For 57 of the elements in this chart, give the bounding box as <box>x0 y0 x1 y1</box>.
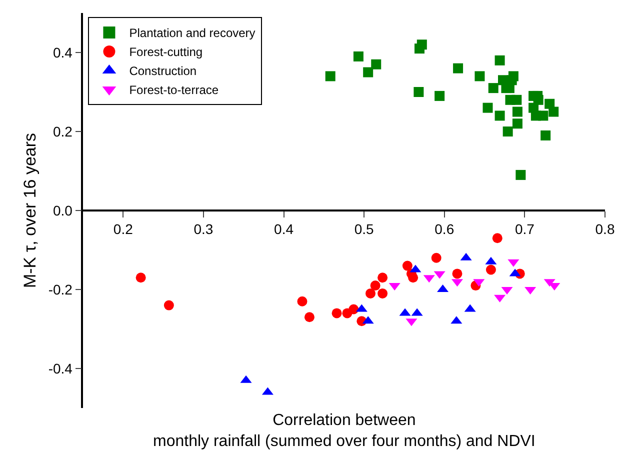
legend-label: Plantation and recovery <box>129 26 256 40</box>
x-tick-label: 0.5 <box>354 221 374 238</box>
x-axis-title: Correlation between monthly rainfall (summed over four months) and NDVI <box>153 412 536 450</box>
point <box>353 51 364 62</box>
point <box>488 83 498 94</box>
legend-label: Forest-to-terrace <box>129 83 219 98</box>
point <box>502 126 513 136</box>
point <box>408 272 418 283</box>
x-tick-label: 0.3 <box>194 221 214 238</box>
point <box>453 63 464 74</box>
point <box>414 87 424 97</box>
y-axis-title: M-K τ, over 16 years <box>20 132 40 288</box>
point <box>533 94 544 105</box>
point <box>482 102 493 113</box>
point <box>492 233 502 244</box>
point <box>378 272 388 283</box>
point <box>363 67 374 78</box>
point <box>378 288 388 298</box>
legend-label: Construction <box>129 64 197 78</box>
x-tick-label: 0.6 <box>434 221 454 238</box>
x-tick-label: 0.8 <box>595 221 615 238</box>
y-tick-label: -0.2 <box>48 281 73 298</box>
point <box>538 110 548 121</box>
x-tick-label: 0.4 <box>274 221 294 238</box>
point <box>516 170 526 180</box>
point <box>332 308 342 318</box>
point <box>348 304 359 314</box>
point <box>506 75 517 86</box>
y-tick-label: -0.4 <box>48 360 73 376</box>
point <box>431 252 442 263</box>
point <box>416 40 427 50</box>
y-tick-label: 0.0 <box>52 202 73 218</box>
legend-label: Forest-cutting <box>129 45 203 60</box>
point <box>540 130 551 140</box>
point <box>402 260 412 271</box>
point <box>136 272 146 283</box>
point <box>486 264 496 275</box>
point <box>371 59 382 70</box>
point <box>304 312 314 322</box>
point <box>366 288 376 298</box>
x-tick-label: 0.7 <box>514 221 535 238</box>
point <box>297 296 308 306</box>
point <box>452 268 462 279</box>
point <box>512 106 522 117</box>
point <box>512 118 522 129</box>
point <box>164 300 174 310</box>
point <box>494 110 505 121</box>
point <box>494 55 505 66</box>
point <box>548 106 559 117</box>
y-tick-label: 0.2 <box>52 123 73 140</box>
x-tick-label: 0.2 <box>113 221 134 238</box>
point <box>434 90 445 101</box>
y-tick-label: 0.4 <box>52 44 73 60</box>
point <box>474 71 485 82</box>
point <box>370 280 380 291</box>
point <box>325 71 336 82</box>
point <box>512 94 522 105</box>
